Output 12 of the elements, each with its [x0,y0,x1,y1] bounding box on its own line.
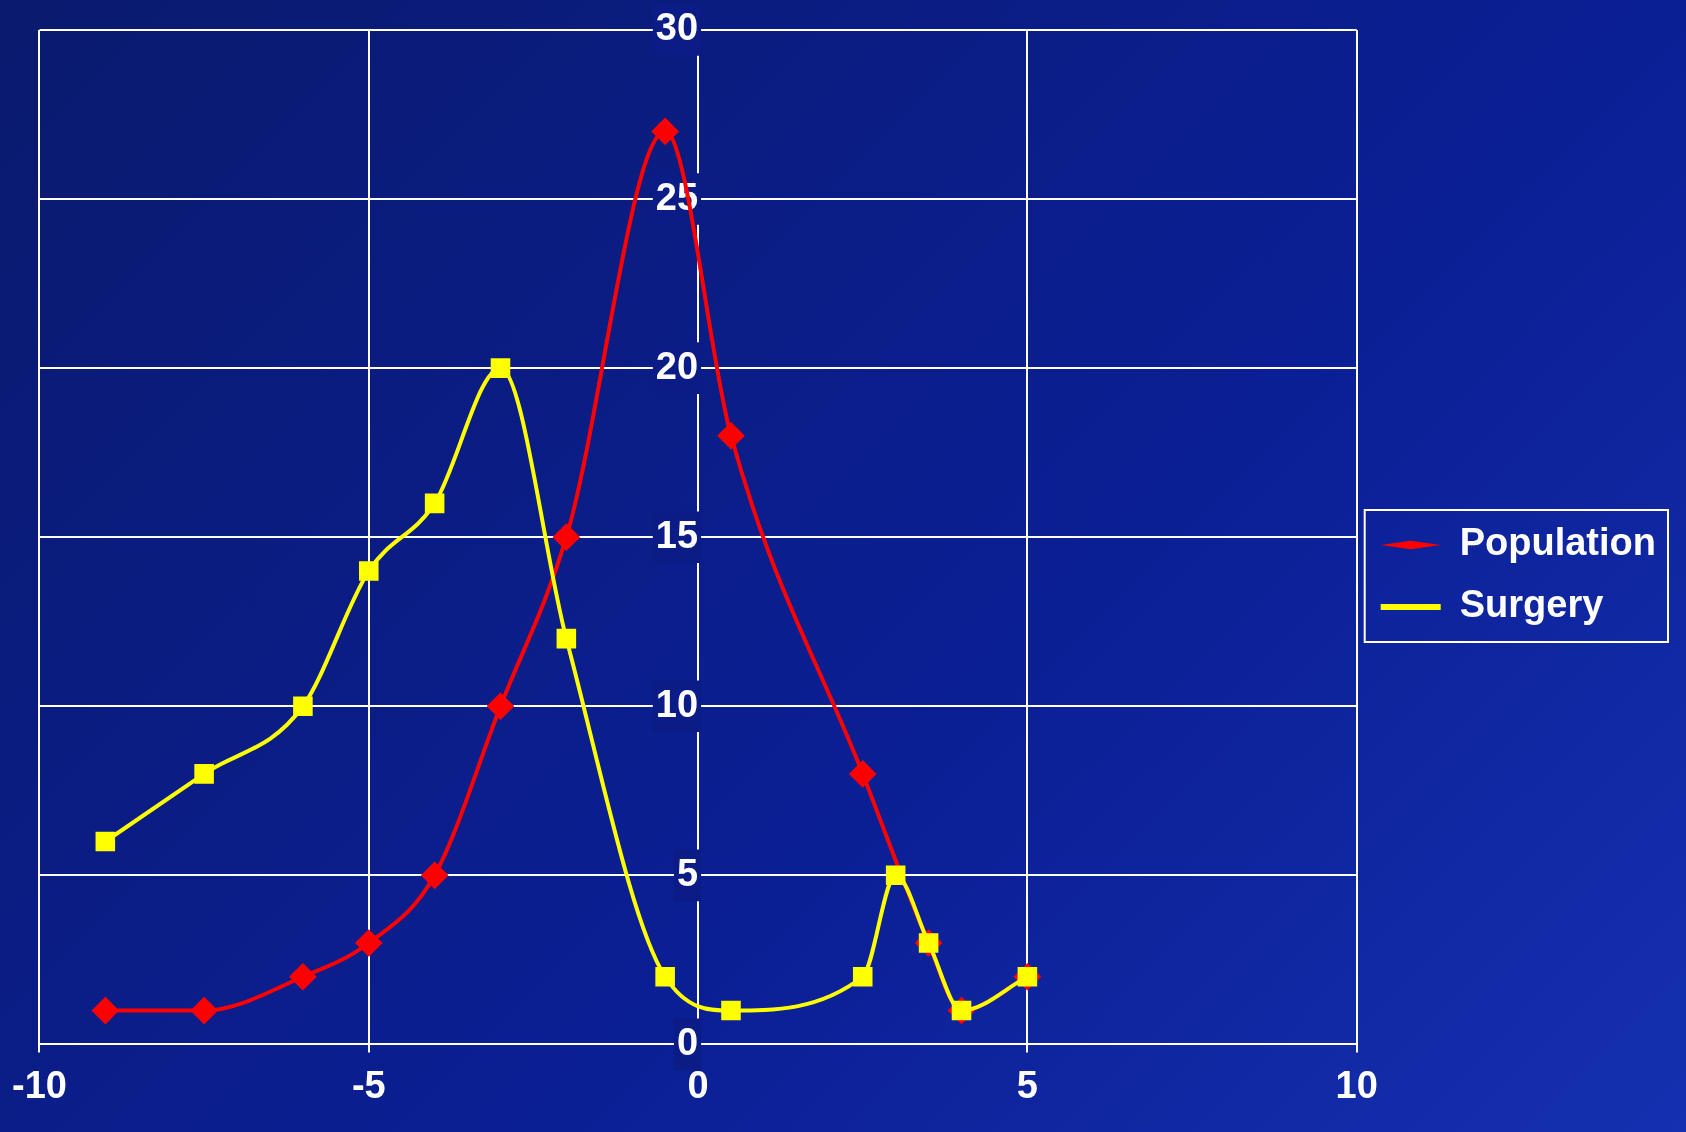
y-tick-label: 0 [676,1020,699,1063]
legend-label: Surgery [1459,583,1604,626]
legend-label: Population [1459,521,1656,564]
x-tick-label: 5 [1016,1063,1038,1106]
x-tick-label: -5 [351,1063,386,1106]
x-tick-label: -10 [12,1063,67,1106]
y-tick-label: 5 [676,851,699,894]
y-tick-label: 10 [655,682,699,725]
y-tick-label: 30 [655,6,699,49]
y-tick-label: 20 [655,344,699,387]
x-tick-label: 10 [1335,1063,1378,1106]
y-tick-label: 15 [655,513,699,556]
